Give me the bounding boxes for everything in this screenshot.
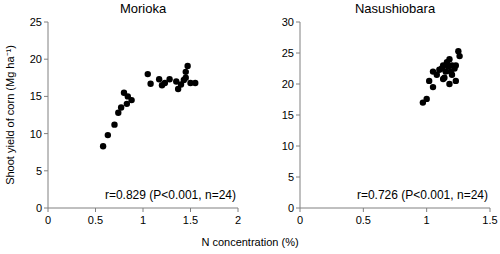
figure: Morioka00.511.520510152025r=0.829 (P<0.0… xyxy=(0,0,500,254)
y-tick-label: 30 xyxy=(282,16,294,28)
y-tick xyxy=(296,115,300,116)
y-tick xyxy=(296,208,300,209)
y-tick-label: 25 xyxy=(282,47,294,59)
x-tick xyxy=(426,208,427,212)
point xyxy=(111,121,117,127)
point xyxy=(105,132,111,138)
point xyxy=(456,53,462,59)
x-tick-label: 1.5 xyxy=(482,214,497,226)
y-axis-label: Shoot yield of corn (Mg ha⁻¹) xyxy=(4,45,16,185)
x-tick-label: 1 xyxy=(424,214,430,226)
y-tick xyxy=(296,53,300,54)
x-tick xyxy=(363,208,364,212)
y-axis xyxy=(48,22,49,208)
y-tick-label: 0 xyxy=(36,202,42,214)
y-tick xyxy=(296,22,300,23)
point xyxy=(100,143,106,149)
x-tick xyxy=(95,208,96,212)
x-tick-label: 2 xyxy=(235,214,241,226)
x-axis-label: N concentration (%) xyxy=(201,236,298,248)
x-tick-label: 0.5 xyxy=(88,214,103,226)
y-tick xyxy=(296,146,300,147)
x-tick xyxy=(143,208,144,212)
point xyxy=(184,63,190,69)
x-tick-label: 0 xyxy=(297,214,303,226)
y-tick-label: 20 xyxy=(30,53,42,65)
x-tick-label: 0 xyxy=(45,214,51,226)
point xyxy=(166,76,172,82)
panel: Nasushiobara 0 0.5 1 1.5 0 5 10 15 20 25 30 r=0.726 … xyxy=(282,1,498,226)
point xyxy=(183,75,189,81)
x-tick xyxy=(190,208,191,212)
y-tick-label: 25 xyxy=(30,16,42,28)
y-tick-label: 5 xyxy=(36,165,42,177)
x-tick-label: 1 xyxy=(140,214,146,226)
y-tick xyxy=(44,133,48,134)
y-tick xyxy=(296,177,300,178)
points xyxy=(100,63,199,150)
y-tick-label: 15 xyxy=(30,90,42,102)
point xyxy=(423,96,429,102)
x-axis xyxy=(300,208,490,209)
y-tick-label: 10 xyxy=(30,128,42,140)
y-tick-label: 15 xyxy=(282,109,294,121)
point xyxy=(145,71,151,77)
y-tick-label: 20 xyxy=(282,78,294,90)
y-tick-label: 0 xyxy=(288,202,294,214)
point xyxy=(156,76,162,82)
point xyxy=(453,62,459,68)
x-tick-label: 0.5 xyxy=(356,214,371,226)
point xyxy=(440,76,446,82)
point xyxy=(118,104,124,110)
point xyxy=(446,81,452,87)
y-tick xyxy=(44,170,48,171)
y-tick-label: 10 xyxy=(282,140,294,152)
annotation: r=0.726 (P<0.001, n=24) xyxy=(357,188,488,202)
y-tick xyxy=(296,84,300,85)
y-tick xyxy=(44,208,48,209)
x-tick xyxy=(238,208,239,212)
point xyxy=(147,81,153,87)
y-tick xyxy=(44,59,48,60)
point xyxy=(446,56,452,62)
y-tick xyxy=(44,22,48,23)
panel: Morioka00.511.520510152025r=0.829 (P<0.0… xyxy=(4,1,299,248)
point xyxy=(192,80,198,86)
y-tick-label: 5 xyxy=(288,171,294,183)
y-tick xyxy=(44,96,48,97)
chart-title: Nasushiobara xyxy=(355,1,436,16)
point xyxy=(453,78,459,84)
point xyxy=(426,78,432,84)
point xyxy=(183,69,189,75)
annotation: r=0.829 (P<0.001, n=24) xyxy=(105,188,236,202)
x-tick xyxy=(300,208,301,212)
x-tick xyxy=(490,208,491,212)
point xyxy=(449,72,455,78)
x-tick xyxy=(48,208,49,212)
point xyxy=(128,97,134,103)
points xyxy=(420,48,463,106)
x-tick-label: 1.5 xyxy=(183,214,198,226)
chart-title: Morioka xyxy=(120,1,167,16)
point xyxy=(430,84,436,90)
